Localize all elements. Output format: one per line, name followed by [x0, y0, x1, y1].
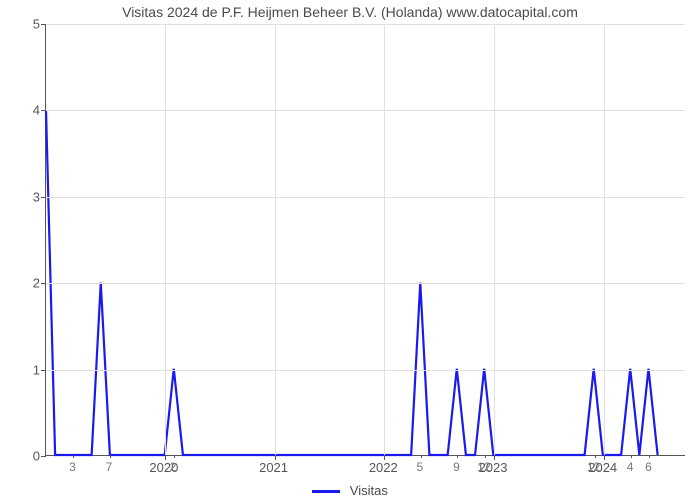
grid-line-h [46, 283, 685, 284]
xtick-minor-mark [73, 455, 74, 458]
xtick-minor-mark [595, 455, 596, 458]
ytick-label: 0 [10, 449, 40, 464]
ytick-mark [41, 110, 46, 111]
xtick-minor-mark [485, 455, 486, 458]
legend-label: Visitas [350, 483, 388, 498]
ytick-label: 3 [10, 189, 40, 204]
grid-line-v [604, 24, 605, 455]
chart-container: Visitas 2024 de P.F. Heijmen Beheer B.V.… [0, 0, 700, 500]
xtick-minor-mark [110, 455, 111, 458]
xtick-minor-label: 6 [645, 460, 652, 474]
xtick-minor-mark [421, 455, 422, 458]
ytick-mark [41, 370, 46, 371]
xtick-minor-label: 9 [453, 460, 460, 474]
ytick-mark [41, 24, 46, 25]
xtick-minor-label: 12 [587, 460, 600, 474]
xtick-minor-label: 7 [106, 460, 113, 474]
xtick-minor-label: 3 [69, 460, 76, 474]
legend-swatch [312, 490, 340, 493]
ytick-mark [41, 197, 46, 198]
ytick-label: 4 [10, 103, 40, 118]
ytick-label: 2 [10, 276, 40, 291]
grid-line-v [165, 24, 166, 455]
grid-line-v [494, 24, 495, 455]
ytick-label: 5 [10, 17, 40, 32]
xtick-minor-label: 5 [417, 460, 424, 474]
line-series [46, 24, 685, 455]
xtick-major-label: 2022 [369, 460, 398, 475]
grid-line-v [384, 24, 385, 455]
grid-line-h [46, 24, 685, 25]
xtick-minor-mark [457, 455, 458, 458]
xtick-major-label: 2021 [259, 460, 288, 475]
xtick-minor-label: 12 [477, 460, 490, 474]
ytick-label: 1 [10, 362, 40, 377]
chart-title: Visitas 2024 de P.F. Heijmen Beheer B.V.… [0, 4, 700, 20]
xtick-minor-mark [174, 455, 175, 458]
ytick-mark [41, 283, 46, 284]
grid-line-h [46, 110, 685, 111]
xtick-minor-label: 2 [170, 460, 177, 474]
grid-line-h [46, 197, 685, 198]
xtick-minor-mark [649, 455, 650, 458]
grid-line-v [275, 24, 276, 455]
plot-area [45, 24, 685, 456]
ytick-mark [41, 456, 46, 457]
xtick-minor-label: 4 [627, 460, 634, 474]
grid-line-h [46, 370, 685, 371]
legend: Visitas [0, 483, 700, 498]
xtick-minor-mark [631, 455, 632, 458]
